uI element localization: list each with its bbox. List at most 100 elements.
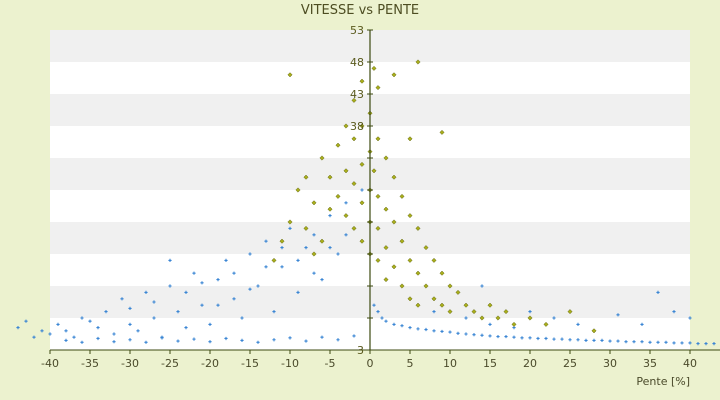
data-point	[664, 340, 668, 344]
data-point	[568, 338, 572, 342]
data-point	[112, 332, 116, 336]
data-point	[416, 327, 420, 331]
x-tick-label: -30	[121, 357, 139, 370]
data-point	[407, 296, 413, 302]
data-point	[304, 339, 308, 343]
data-point	[375, 85, 381, 91]
data-point	[296, 258, 300, 262]
data-point	[88, 319, 92, 323]
data-point	[232, 297, 236, 301]
data-point	[567, 309, 573, 315]
data-point	[335, 142, 341, 148]
data-point	[375, 257, 381, 263]
data-point	[455, 289, 461, 295]
data-point	[471, 309, 477, 315]
data-point	[591, 328, 597, 334]
data-point	[128, 322, 132, 326]
data-point	[496, 334, 500, 339]
x-tick-label: -15	[241, 357, 259, 370]
data-point	[335, 193, 341, 199]
x-tick-label: 15	[483, 357, 497, 370]
data-point	[608, 339, 612, 343]
data-point	[616, 339, 620, 343]
data-point	[560, 337, 564, 341]
data-point	[328, 246, 332, 250]
data-point	[359, 161, 365, 167]
x-tick-label: 25	[563, 357, 577, 370]
data-point	[439, 302, 445, 308]
data-point	[312, 233, 316, 237]
data-point	[40, 329, 44, 333]
data-point	[312, 271, 316, 275]
data-point	[351, 97, 357, 103]
data-point	[152, 316, 156, 320]
data-point	[415, 225, 421, 231]
data-point	[375, 193, 381, 199]
data-point	[128, 306, 132, 310]
data-point	[552, 337, 556, 341]
data-point	[352, 334, 356, 338]
data-point	[176, 310, 180, 314]
data-point	[144, 340, 148, 344]
data-point	[600, 338, 604, 342]
data-point	[351, 136, 357, 142]
data-point	[536, 336, 540, 341]
y-tick-label: 53	[350, 24, 364, 37]
data-point	[576, 338, 580, 342]
data-point	[656, 290, 660, 294]
data-point	[407, 257, 413, 263]
data-point	[488, 334, 492, 338]
x-tick-label: 5	[407, 357, 414, 370]
data-point	[359, 78, 365, 84]
data-point	[200, 281, 204, 285]
data-point	[576, 322, 580, 326]
data-point	[503, 309, 509, 315]
data-point	[287, 72, 293, 78]
data-point	[240, 316, 244, 320]
data-point	[371, 168, 377, 174]
data-point	[456, 331, 460, 335]
data-point	[264, 239, 268, 243]
data-point	[311, 251, 317, 257]
data-point	[520, 336, 524, 340]
data-point	[399, 238, 405, 244]
data-point	[72, 335, 76, 339]
data-point	[528, 310, 532, 314]
data-point	[372, 303, 376, 307]
data-point	[447, 309, 453, 315]
data-point	[48, 332, 52, 336]
x-tick-label: 10	[443, 357, 457, 370]
data-point	[383, 206, 389, 212]
data-point	[656, 340, 660, 344]
data-point	[232, 271, 236, 275]
data-point	[391, 264, 397, 270]
data-point	[136, 329, 140, 333]
data-point	[272, 338, 276, 342]
data-point	[528, 336, 532, 340]
data-point	[296, 290, 300, 294]
data-point	[407, 136, 413, 142]
data-point	[160, 336, 164, 340]
x-tick-label: 0	[367, 357, 374, 370]
data-point	[359, 123, 365, 129]
x-tick-label: -10	[281, 357, 299, 370]
data-point	[504, 334, 508, 339]
data-point	[371, 65, 377, 71]
y-tick-label: 43	[350, 88, 364, 101]
data-point	[80, 316, 84, 320]
data-point	[279, 238, 285, 244]
data-point	[383, 155, 389, 161]
data-point	[328, 214, 332, 218]
x-tick-label: -20	[201, 357, 219, 370]
y-tick-label: 48	[350, 56, 364, 69]
data-point	[543, 321, 549, 327]
data-point	[343, 168, 349, 174]
data-point	[288, 226, 292, 230]
data-point	[415, 270, 421, 276]
data-point	[479, 315, 485, 321]
x-tick-label: -5	[325, 357, 336, 370]
data-point	[527, 315, 533, 321]
data-point	[248, 287, 252, 291]
